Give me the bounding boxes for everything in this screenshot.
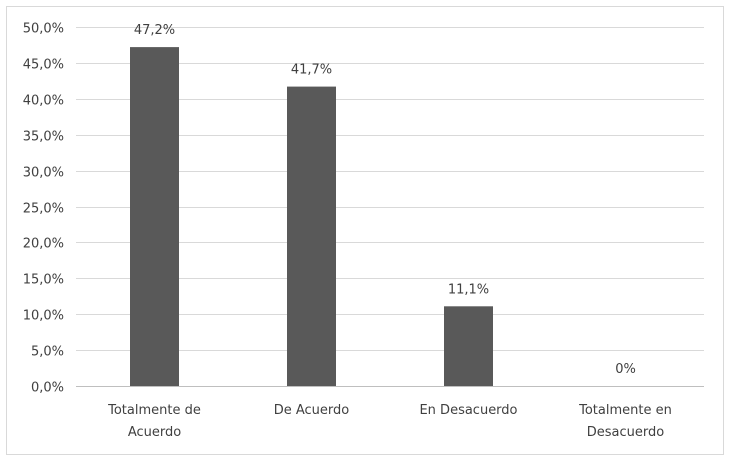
x-category-label: De Acuerdo (274, 403, 350, 418)
y-tick-label: 10,0% (23, 309, 64, 324)
bar (130, 47, 179, 386)
y-tick-label: 5,0% (31, 345, 64, 360)
y-tick-label: 35,0% (23, 130, 64, 145)
data-label: 11,1% (448, 282, 489, 297)
x-category-label: Desacuerdo (587, 425, 665, 440)
x-category-label: Totalmente de (107, 403, 201, 418)
y-tick-label: 25,0% (23, 202, 64, 217)
y-axis-tick-labels: 0,0% 5,0% 10,0% 15,0% 20,0% 25,0% 30,0% 35,0% 40… (23, 22, 64, 396)
bars (130, 47, 493, 387)
data-label: 0% (615, 362, 636, 377)
y-tick-label: 0,0% (31, 381, 64, 396)
x-axis-category-labels: Totalmente de Acuerdo De Acuerdo En Desacue… (107, 403, 672, 440)
y-tick-label: 50,0% (23, 22, 64, 37)
chart-frame (6, 6, 724, 455)
x-category-label: Acuerdo (128, 425, 181, 440)
y-tick-label: 40,0% (23, 94, 64, 109)
gridlines (76, 27, 704, 387)
data-label: 47,2% (134, 23, 175, 38)
data-label: 41,7% (291, 63, 332, 78)
y-tick-label: 45,0% (23, 58, 64, 73)
bar (444, 306, 493, 386)
x-category-label: En Desacuerdo (419, 403, 517, 418)
data-labels: 47,2% 41,7% 11,1% 0% (134, 23, 636, 377)
bar (287, 86, 336, 387)
y-tick-label: 15,0% (23, 273, 64, 288)
x-category-label: Totalmente en (578, 403, 672, 418)
y-tick-label: 20,0% (23, 237, 64, 252)
y-tick-label: 30,0% (23, 166, 64, 181)
